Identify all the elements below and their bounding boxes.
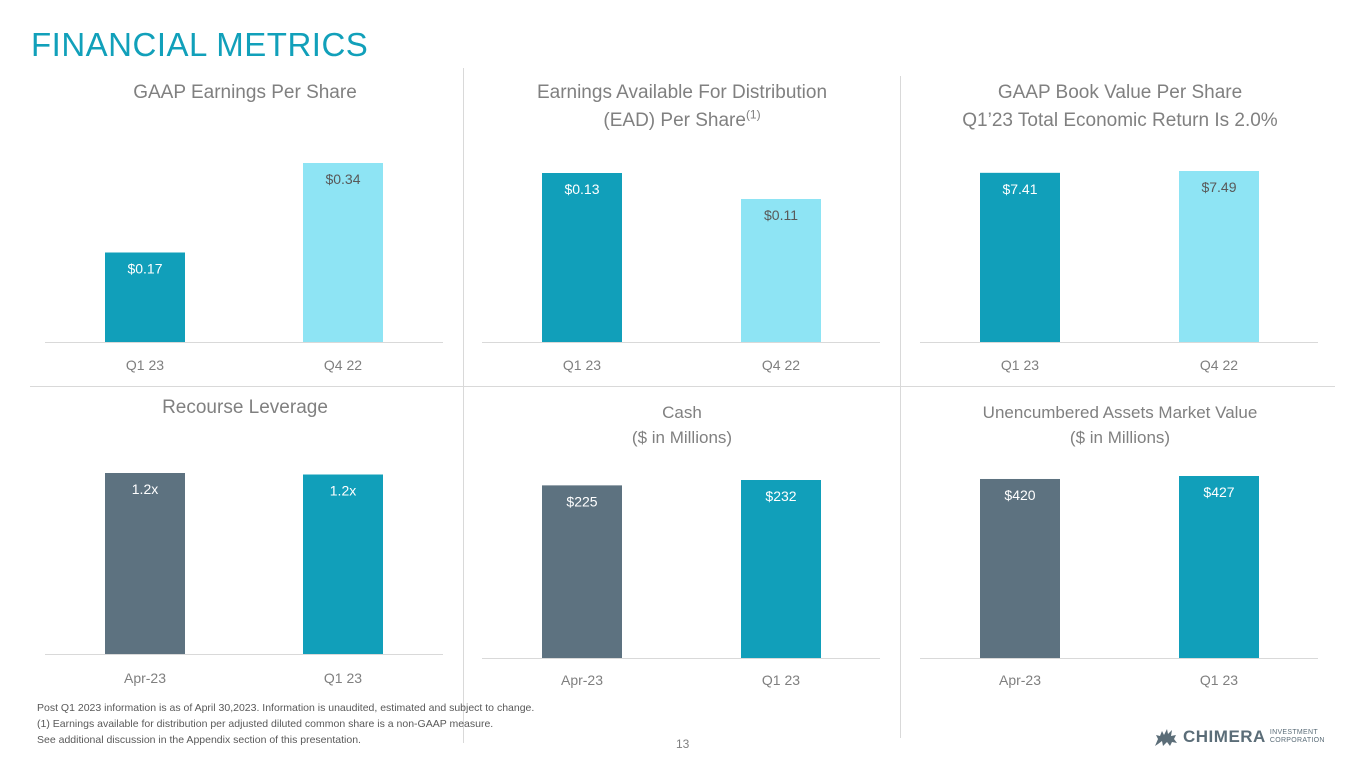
data-label: $7.41: [1002, 181, 1037, 197]
category-label: Apr-23: [561, 672, 603, 688]
footnote-line: (1) Earnings available for distribution …: [37, 718, 494, 730]
divider-horizontal: [30, 386, 1335, 387]
logo-subtitle-2: CORPORATION: [1269, 737, 1325, 744]
footnote-marker: (1): [745, 107, 761, 122]
data-label: $232: [765, 488, 796, 504]
category-label: Q1 23: [762, 672, 800, 688]
logo-wordmark: CHIMERA: [1183, 727, 1266, 746]
category-label: Q1 23: [1200, 672, 1238, 688]
company-logo: CHIMERA INVESTMENT CORPORATION: [1153, 725, 1325, 749]
category-label: Q1 23: [324, 670, 362, 686]
data-label: $420: [1004, 487, 1035, 503]
chart-title-line1: Earnings Available For Distribution: [536, 82, 828, 103]
chart-title-line2: ($ in Millions): [631, 428, 733, 447]
chart-title-line1: Recourse Leverage: [162, 397, 328, 418]
category-label: Q1 23: [563, 357, 601, 373]
footnote-line: See additional discussion in the Appendi…: [37, 734, 361, 746]
chart-title-line1: Unencumbered Assets Market Value: [982, 403, 1258, 422]
data-label: 1.2x: [330, 483, 356, 499]
footnotes: Post Q1 2023 information is as of April …: [37, 700, 534, 748]
panel-book-value: GAAP Book Value Per Share Q1’23 Total Ec…: [905, 78, 1335, 378]
page-number: 13: [676, 737, 690, 751]
category-label: Apr-23: [999, 672, 1041, 688]
bar-q1-23: [741, 480, 821, 658]
chart-title-line2: (EAD) Per Share: [603, 110, 746, 131]
divider-vertical-left: [463, 68, 464, 743]
panel-gaap-eps: GAAP Earnings Per Share: [30, 78, 460, 378]
footnote-line: Post Q1 2023 information is as of April …: [37, 702, 535, 714]
chart-title: GAAP Book Value Per Share Q1’23 Total Ec…: [905, 79, 1335, 135]
category-label: Q1 23: [1001, 357, 1039, 373]
chart-title: Unencumbered Assets Market Value ($ in M…: [905, 400, 1335, 450]
chart-title: Recourse Leverage: [30, 394, 460, 422]
data-label: 1.2x: [132, 481, 158, 497]
bar-q4-22: [303, 163, 383, 342]
chart-title-line2: ($ in Millions): [1069, 428, 1171, 447]
category-label: Q4 22: [1200, 357, 1238, 373]
bar-q1-23: [542, 173, 622, 342]
panel-recourse-leverage: Recourse Leverage: [30, 393, 460, 693]
data-label: $7.49: [1201, 179, 1236, 195]
category-label: Q1 23: [126, 357, 164, 373]
chart-title: Cash ($ in Millions): [467, 400, 897, 450]
bar-apr-23: [542, 485, 622, 658]
chimera-beast-icon: [1155, 729, 1177, 746]
panel-ead-per-share: Earnings Available For Distribution (EAD…: [467, 78, 897, 378]
bar-q4-22: [741, 199, 821, 342]
chart-title-line2: Q1’23 Total Economic Return Is 2.0%: [962, 110, 1278, 131]
data-label: $0.13: [564, 181, 599, 197]
bar-q1-23: [303, 474, 383, 654]
page-title: FINANCIAL METRICS: [31, 26, 369, 63]
panel-cash: Cash ($ in Millions): [467, 400, 897, 700]
data-label: $0.11: [764, 207, 798, 223]
bar-q4-22: [1179, 171, 1259, 342]
logo-subtitle-1: INVESTMENT: [1269, 729, 1318, 736]
chart-title: Earnings Available For Distribution (EAD…: [467, 79, 897, 135]
data-label: $225: [566, 493, 597, 509]
category-label: Q4 22: [324, 357, 362, 373]
bar-q1-23: [1179, 476, 1259, 658]
data-label: $427: [1203, 484, 1234, 500]
bar-q1-23: [105, 252, 185, 342]
category-label: Apr-23: [124, 670, 166, 686]
data-label: $0.34: [325, 171, 360, 187]
panel-unencumbered-assets: Unencumbered Assets Market Value ($ in M…: [905, 400, 1335, 700]
chart-title-line1: Cash: [662, 403, 702, 422]
bar-apr-23: [980, 478, 1060, 658]
chart-title-line1: GAAP Earnings Per Share: [133, 82, 357, 103]
category-label: Q4 22: [762, 357, 800, 373]
chart-title-line1: GAAP Book Value Per Share: [997, 82, 1243, 103]
data-label: $0.17: [127, 261, 162, 277]
divider-vertical-right: [900, 76, 901, 738]
bar-apr-23: [105, 473, 185, 654]
bar-q1-23: [980, 172, 1060, 342]
chart-title: GAAP Earnings Per Share: [30, 79, 460, 107]
